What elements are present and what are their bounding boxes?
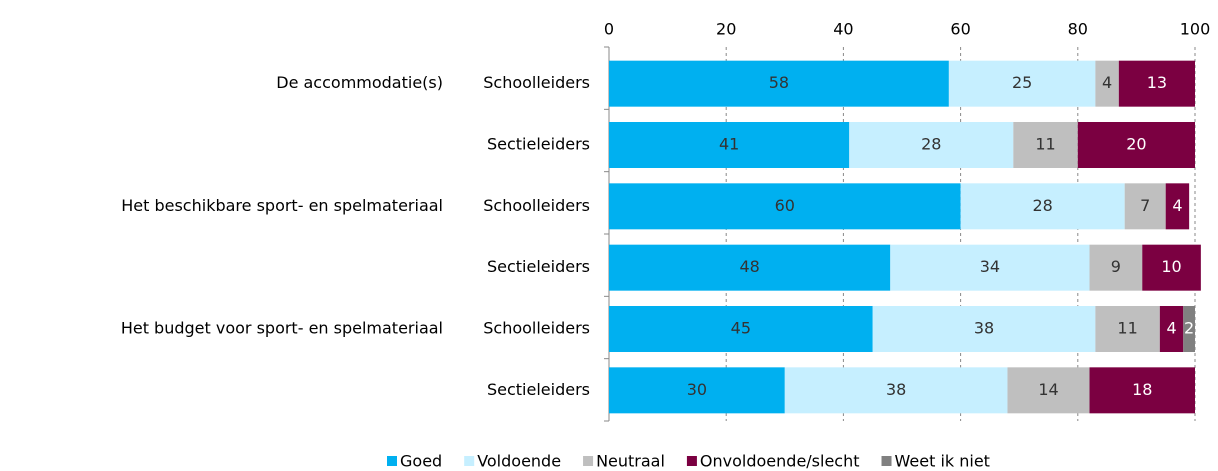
bar-segment [849, 122, 1014, 168]
data-label: 38 [886, 380, 906, 399]
data-label: 2 [1184, 319, 1194, 338]
bar-segment [1095, 306, 1160, 352]
data-label: 34 [980, 257, 1000, 276]
group-label: De accommodatie(s) [276, 73, 443, 92]
data-label: 38 [974, 319, 994, 338]
data-label: 4 [1166, 319, 1176, 338]
y-tick-label: Sectieleiders [487, 380, 590, 399]
bar-segment [609, 367, 785, 414]
data-label: 18 [1132, 380, 1152, 399]
bar-segment [609, 60, 949, 107]
y-tick-label: Schoolleiders [483, 196, 590, 215]
bar-segment [1013, 122, 1078, 168]
bar-segment [609, 122, 850, 168]
bar-segment [784, 367, 1008, 414]
data-label: 11 [1035, 135, 1055, 154]
x-tick-label: 80 [1068, 20, 1088, 39]
data-label: 7 [1140, 196, 1150, 215]
data-label: 10 [1161, 257, 1181, 276]
y-tick-label: Schoolleiders [483, 319, 590, 338]
x-tick-label: 0 [604, 20, 614, 39]
legend-swatch [464, 456, 475, 466]
bar-segment [1183, 306, 1195, 352]
legend-swatch [387, 456, 397, 466]
group-label: Het beschikbare sport- en spelmateriaal [121, 196, 443, 215]
y-tick-label: Schoolleiders [483, 73, 590, 92]
x-tick-label: 20 [716, 20, 736, 39]
legend-swatch [583, 456, 594, 466]
data-label: 28 [1032, 196, 1052, 215]
data-label: 4 [1172, 196, 1182, 215]
data-label: 20 [1126, 135, 1146, 154]
bar-segment [948, 60, 1096, 107]
bar-segment [1007, 367, 1090, 414]
legend-label: Neutraal [596, 452, 665, 471]
bar-segment [1095, 60, 1119, 107]
y-tick-label: Sectieleiders [487, 257, 590, 276]
bar-segment [609, 183, 961, 230]
bar-segment [609, 244, 891, 291]
legend-swatch [881, 456, 892, 466]
bar-segment [1159, 306, 1184, 352]
legend-label: Goed [400, 452, 442, 471]
legend-label: Weet ik niet [895, 452, 990, 471]
y-tick-label: Sectieleiders [487, 135, 590, 154]
legend-label: Onvoldoende/slecht [700, 452, 860, 471]
x-tick-label: 60 [950, 20, 970, 39]
data-label: 30 [687, 380, 707, 399]
data-label: 4 [1102, 73, 1112, 92]
data-label: 58 [769, 73, 789, 92]
data-label: 28 [921, 135, 941, 154]
legend-label: Voldoende [477, 452, 561, 471]
bar-segment [890, 244, 1090, 291]
data-label: 41 [719, 135, 739, 154]
bar-segment [1089, 244, 1143, 291]
bar-segment [1124, 183, 1166, 230]
data-label: 9 [1111, 257, 1121, 276]
bar-segment [872, 306, 1096, 352]
bar-segment [1118, 60, 1195, 107]
x-tick-label: 100 [1180, 20, 1211, 39]
group-label: Het budget voor sport- en spelmateriaal [121, 319, 443, 338]
data-label: 45 [731, 319, 751, 338]
bar-segment [609, 306, 873, 352]
data-label: 60 [775, 196, 795, 215]
bar-segment [1077, 122, 1195, 168]
legend-swatch [686, 456, 697, 466]
bar-segment [1142, 244, 1201, 291]
data-label: 25 [1012, 73, 1032, 92]
bar-segment [1089, 367, 1195, 414]
bar-segment [1165, 183, 1190, 230]
data-label: 11 [1117, 319, 1137, 338]
bar-segment [960, 183, 1125, 230]
data-label: 13 [1147, 73, 1167, 92]
data-label: 48 [739, 257, 759, 276]
data-label: 14 [1038, 380, 1058, 399]
x-tick-label: 40 [833, 20, 853, 39]
